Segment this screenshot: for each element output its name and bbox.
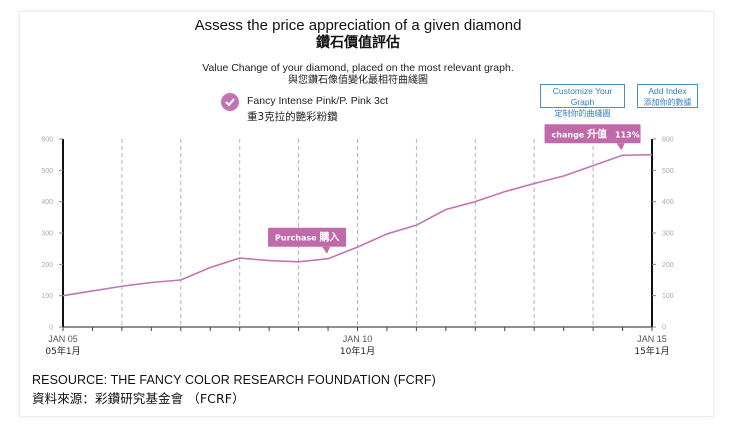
- chart-subtitle: Value Change of your diamond, placed on …: [202, 62, 514, 74]
- y-tick-label: 600: [41, 137, 53, 144]
- change-annotation: change 升值 113%: [544, 124, 641, 151]
- add-index-label: Add Index: [648, 86, 687, 96]
- annotation-label-zh: 升值: [587, 127, 607, 140]
- x-tick-label-zh: 10年1月: [340, 345, 375, 357]
- series-line: [62, 153, 653, 297]
- source-credit: RESOURCE: THE FANCY COLOR RESEARCH FOUND…: [32, 373, 436, 387]
- y-tick-label: 0: [49, 325, 53, 332]
- add-index-label-zh: 添加你的數據: [643, 98, 692, 107]
- y-tick-label-right: 400: [662, 199, 674, 206]
- annotation-box: [544, 124, 641, 144]
- legend-label-zh[interactable]: 重3克拉的艷彩粉鑽: [247, 111, 338, 123]
- chart-title: Assess the price appreciation of a given…: [194, 17, 522, 34]
- legend-check-icon[interactable]: [221, 93, 239, 111]
- purchase-annotation: Purchase 購入: [268, 227, 347, 254]
- y-tick-label-right: 600: [662, 137, 674, 144]
- chart-card: [19, 11, 714, 417]
- customize-graph-button[interactable]: Customize Your Graph 定制你的曲綫圖: [540, 84, 625, 118]
- annotation-label: Purchase 購入: [275, 231, 339, 244]
- add-index-button[interactable]: Add Index 添加你的數據: [637, 84, 698, 108]
- y-tick-label-right: 300: [662, 231, 674, 238]
- y-tick-label: 100: [41, 293, 53, 300]
- annotation-label-zh: 購入: [318, 231, 339, 244]
- x-tick-label-zh: 15年1月: [634, 345, 669, 357]
- y-tick-label: 400: [41, 199, 53, 206]
- annotation-pointer: [322, 246, 331, 254]
- annotation-pointer: [616, 143, 625, 151]
- y-tick-label-right: 500: [662, 168, 674, 175]
- chart-title-zh: 鑽石價值評估: [316, 35, 400, 51]
- y-tick-label-right: 100: [662, 293, 674, 300]
- y-tick-label: 300: [41, 231, 53, 238]
- x-tick-label: JAN 10: [343, 334, 373, 344]
- source-credit-zh: 資料來源：彩鑽研究基金會 （FCRF）: [32, 391, 245, 406]
- y-tick-label-right: 0: [662, 325, 666, 332]
- customize-graph-label-zh: 定制你的曲綫圖: [554, 109, 611, 118]
- legend-label[interactable]: Fancy Intense Pink/P. Pink 3ct: [247, 95, 389, 107]
- chart-subtitle-zh: 與您鑽石像值變化最相符曲綫圖: [288, 75, 428, 86]
- x-tick-label: JAN 05: [48, 334, 78, 344]
- y-tick-label: 200: [41, 262, 53, 269]
- y-tick-label: 500: [41, 168, 53, 175]
- annotation-label: change 升值 113%: [552, 127, 640, 140]
- customize-graph-label: Customize Your Graph: [552, 86, 613, 107]
- x-tick-label-zh: 05年1月: [45, 345, 80, 357]
- annotation-box: [268, 227, 347, 247]
- x-tick-label: JAN 15: [637, 334, 667, 344]
- y-tick-label-right: 200: [662, 262, 674, 269]
- annotation-value: 113%: [615, 130, 640, 139]
